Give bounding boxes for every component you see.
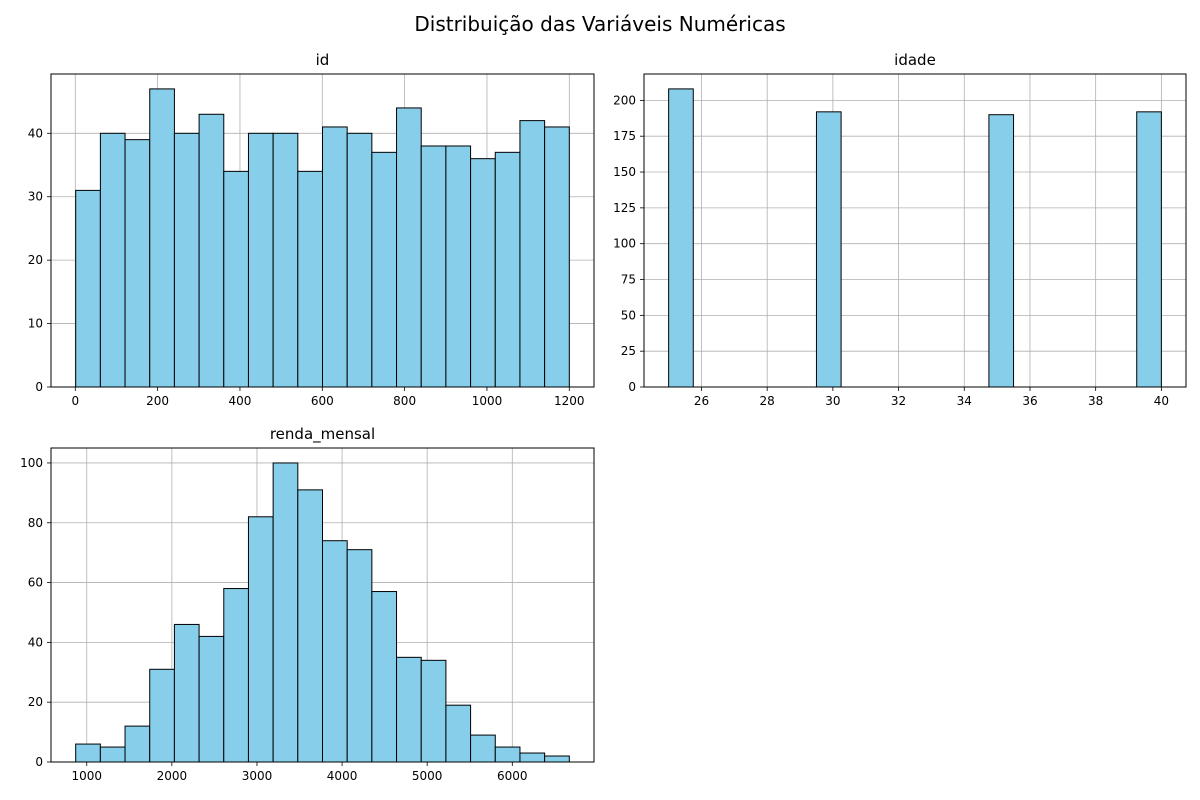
histogram-bar — [223, 588, 249, 763]
histogram-bar — [445, 145, 472, 388]
subplot-title: renda_mensal — [270, 425, 375, 444]
histogram-bar — [371, 591, 398, 763]
x-tick-label: 4000 — [327, 769, 358, 783]
y-tick-label: 125 — [613, 201, 636, 215]
histogram-bar — [494, 151, 521, 388]
x-tick-label: 40 — [1154, 394, 1169, 408]
x-tick-label: 30 — [825, 394, 840, 408]
histogram-bar — [544, 755, 570, 763]
histogram-bar — [322, 126, 348, 388]
y-tick-label: 20 — [28, 695, 43, 709]
histogram-bar — [346, 549, 373, 763]
histogram-panel-id: 0 200 400 600 800 1000 1200 0 10 20 30 40 id — [28, 51, 595, 408]
y-tick-label: 75 — [621, 273, 636, 287]
axes-frame — [50, 447, 595, 763]
x-tick-label: 28 — [760, 394, 775, 408]
y-tick-label: 200 — [613, 93, 636, 107]
histogram-bar — [470, 158, 496, 388]
y-tick-label: 20 — [28, 253, 43, 267]
histogram-bar — [198, 635, 225, 763]
x-tick-label: 1200 — [554, 394, 585, 408]
histogram-bar — [420, 659, 447, 763]
histogram-bar — [124, 139, 151, 388]
histogram-bar — [149, 88, 175, 388]
histogram-bar — [173, 132, 200, 388]
x-tick-label: 5000 — [412, 769, 443, 783]
y-tick-label: 150 — [613, 165, 636, 179]
histogram-bar — [272, 462, 299, 763]
histogram-bar — [470, 734, 496, 763]
histogram-bar — [322, 540, 348, 763]
histogram-bar — [371, 151, 398, 388]
histogram-bar — [149, 668, 175, 763]
axes-frame — [643, 73, 1187, 388]
y-tick-label: 50 — [621, 308, 636, 322]
histogram-bar — [519, 752, 546, 763]
subplot-title: idade — [894, 51, 936, 69]
histogram-bar — [247, 516, 274, 763]
x-tick-label: 800 — [393, 394, 416, 408]
histogram-panel-idade: 26 28 30 32 34 36 38 40 0 25 50 75 100 125 150 175 200 id… — [613, 51, 1187, 408]
figure-title: Distribuição das Variáveis Numéricas — [414, 12, 786, 36]
histogram-bar — [396, 656, 422, 763]
x-tick-label: 1000 — [71, 769, 102, 783]
y-tick-label: 25 — [621, 344, 636, 358]
histogram-bar — [988, 114, 1015, 388]
x-tick-label: 3000 — [242, 769, 273, 783]
histogram-bar — [396, 107, 422, 388]
x-tick-label: 200 — [146, 394, 169, 408]
x-tick-label: 2000 — [157, 769, 188, 783]
y-tick-label: 0 — [35, 755, 43, 769]
y-tick-label: 60 — [28, 576, 43, 590]
y-tick-label: 100 — [20, 456, 43, 470]
histogram-bar — [297, 489, 323, 763]
y-tick-label: 0 — [628, 380, 636, 394]
y-tick-label: 175 — [613, 129, 636, 143]
histogram-bar — [668, 88, 694, 388]
histogram-bar — [420, 145, 447, 388]
x-tick-label: 26 — [694, 394, 709, 408]
histogram-bar — [223, 170, 249, 388]
y-tick-label: 10 — [28, 317, 43, 331]
x-tick-label: 0 — [71, 394, 79, 408]
x-tick-label: 34 — [957, 394, 972, 408]
histogram-bar — [519, 120, 546, 388]
histogram-bar — [297, 170, 323, 388]
histogram-bar — [272, 132, 299, 388]
y-tick-label: 80 — [28, 516, 43, 530]
histogram-bar — [494, 746, 521, 763]
histogram-bar — [173, 623, 200, 763]
histogram-bar — [75, 743, 101, 763]
histogram-bar — [75, 189, 101, 388]
histogram-bar — [815, 111, 842, 388]
x-tick-label: 600 — [311, 394, 334, 408]
y-tick-label: 40 — [28, 635, 43, 649]
y-tick-label: 30 — [28, 190, 43, 204]
x-tick-label: 6000 — [497, 769, 528, 783]
plot-area — [644, 74, 1186, 387]
y-tick-label: 0 — [35, 380, 43, 394]
histogram-panel-renda-mensal: 1000 2000 3000 4000 5000 6000 0 20 40 60 80 100 rend… — [20, 425, 595, 783]
histogram-bar — [247, 132, 274, 388]
x-tick-label: 1000 — [472, 394, 503, 408]
histogram-bar — [544, 126, 570, 388]
histogram-bar — [99, 746, 126, 763]
x-tick-label: 400 — [229, 394, 252, 408]
x-tick-label: 32 — [891, 394, 906, 408]
histogram-bar — [124, 725, 151, 763]
histogram-bar — [445, 704, 472, 763]
y-tick-label: 40 — [28, 126, 43, 140]
histogram-bar — [198, 113, 225, 388]
x-tick-label: 36 — [1022, 394, 1037, 408]
histogram-bar — [1136, 111, 1162, 388]
x-tick-label: 38 — [1088, 394, 1103, 408]
histogram-bar — [346, 132, 373, 388]
y-tick-label: 100 — [613, 237, 636, 251]
subplot-title: id — [316, 51, 330, 69]
histogram-bar — [99, 132, 126, 388]
